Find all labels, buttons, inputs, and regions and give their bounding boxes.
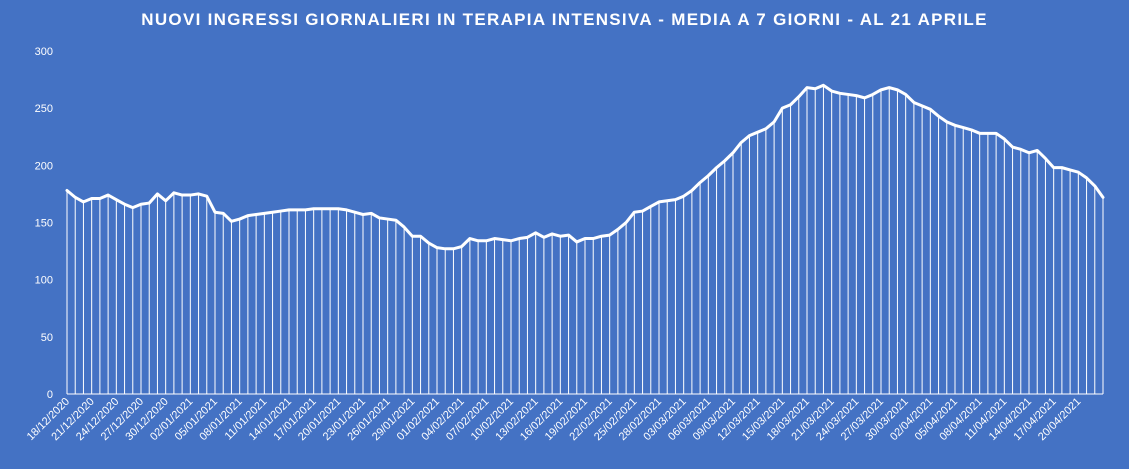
- y-tick-label: 150: [35, 218, 53, 230]
- y-axis: 0 50 100 150 200 250 300: [35, 46, 1103, 401]
- y-tick-label: 250: [35, 103, 53, 115]
- drop-lines: [66, 85, 1104, 394]
- y-tick-label: 0: [47, 389, 53, 401]
- y-tick-label: 100: [35, 275, 53, 287]
- y-tick-label: 50: [41, 332, 53, 344]
- y-tick-label: 200: [35, 160, 53, 172]
- y-tick-label: 300: [35, 46, 53, 58]
- chart-title: NUOVI INGRESSI GIORNALIERI IN TERAPIA IN…: [141, 10, 988, 29]
- x-axis: 18/12/202021/12/202024/12/202027/12/2020…: [25, 396, 1084, 443]
- series-line: [65, 83, 1105, 251]
